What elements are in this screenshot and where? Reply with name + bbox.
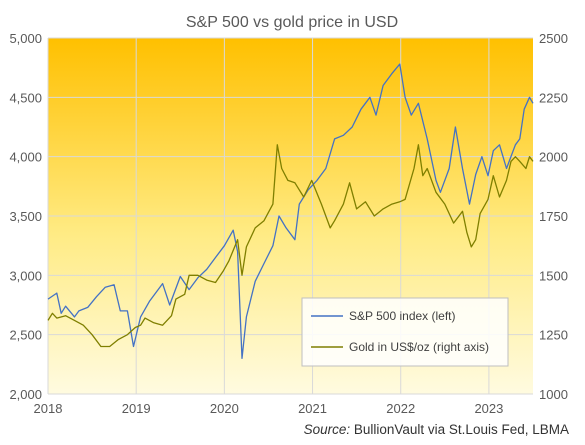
right-tick-label: 1000 bbox=[539, 387, 568, 402]
legend-box bbox=[301, 297, 509, 367]
x-tick-label: 2022 bbox=[386, 401, 415, 416]
legend-label-sp500: S&P 500 index (left) bbox=[349, 309, 456, 323]
series-lines bbox=[47, 63, 534, 360]
x-axis-ticks: 2018 2019 2020 2021 2022 2023 bbox=[34, 401, 504, 416]
x-tick-label: 2020 bbox=[210, 401, 239, 416]
left-tick-label: 4,500 bbox=[9, 90, 42, 105]
gold-line bbox=[47, 144, 534, 348]
left-tick-label: 2,500 bbox=[9, 328, 42, 343]
left-tick-label: 4,000 bbox=[9, 150, 42, 165]
right-tick-label: 1250 bbox=[539, 328, 568, 343]
right-tick-label: 1500 bbox=[539, 268, 568, 283]
right-axis-ticks: 1000 1250 1500 1750 2000 2250 2500 bbox=[539, 31, 568, 402]
x-tick-label: 2018 bbox=[34, 401, 63, 416]
left-tick-label: 5,000 bbox=[9, 31, 42, 46]
x-tick-label: 2023 bbox=[474, 401, 503, 416]
legend-label-gold: Gold in US$/oz (right axis) bbox=[349, 340, 489, 354]
chart-title: S&P 500 vs gold price in USD bbox=[186, 14, 398, 31]
x-tick-label: 2019 bbox=[122, 401, 151, 416]
right-tick-label: 2250 bbox=[539, 90, 568, 105]
left-tick-label: 3,000 bbox=[9, 268, 42, 283]
source-label: Source: bbox=[303, 422, 351, 437]
source-note: Source: BullionVault via St.Louis Fed, L… bbox=[304, 422, 569, 437]
right-tick-label: 2500 bbox=[539, 31, 568, 46]
sp500-line bbox=[47, 63, 534, 360]
left-tick-label: 3,500 bbox=[9, 209, 42, 224]
legend: S&P 500 index (left) Gold in US$/oz (rig… bbox=[301, 297, 509, 367]
right-tick-label: 1750 bbox=[539, 209, 568, 224]
left-tick-label: 2,000 bbox=[9, 387, 42, 402]
x-tick-label: 2021 bbox=[298, 401, 327, 416]
right-tick-label: 2000 bbox=[539, 150, 568, 165]
source-text: BullionVault via St.Louis Fed, LBMA bbox=[350, 422, 569, 437]
left-axis-ticks: 2,000 2,500 3,000 3,500 4,000 4,500 5,000 bbox=[9, 31, 42, 402]
